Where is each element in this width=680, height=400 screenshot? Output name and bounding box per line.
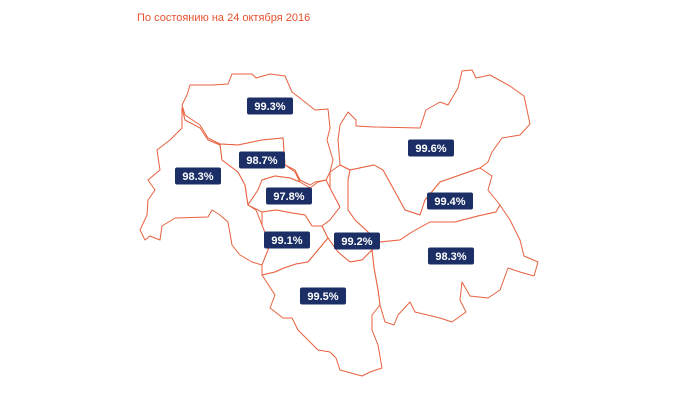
badge-box xyxy=(427,192,473,210)
district-value-label: 97.8% xyxy=(273,191,304,203)
badge-box xyxy=(239,151,285,169)
badge-north: 99.3% xyxy=(247,97,293,115)
badge-center: 97.8% xyxy=(266,187,312,205)
district-value-label: 98.7% xyxy=(246,155,277,167)
district-value-label: 99.6% xyxy=(415,143,446,155)
badge-box xyxy=(266,187,312,205)
district-value-label: 99.3% xyxy=(254,101,285,113)
district-value-label: 99.4% xyxy=(434,196,465,208)
date-caption: По состоянию на 24 октября 2016 xyxy=(137,12,311,24)
district-value-label: 99.5% xyxy=(307,291,338,303)
badge-south-center: 99.1% xyxy=(264,231,310,249)
badge-east-north: 99.6% xyxy=(408,139,454,157)
badge-southeast: 98.3% xyxy=(428,247,474,265)
badge-box xyxy=(247,97,293,115)
badge-east-mid: 99.4% xyxy=(427,192,473,210)
district-value-label: 99.2% xyxy=(341,236,372,248)
badge-box xyxy=(408,139,454,157)
badge-box xyxy=(175,167,221,185)
badge-box xyxy=(300,287,346,305)
badge-west: 98.3% xyxy=(175,167,221,185)
badge-box xyxy=(264,231,310,249)
district-value-label: 98.3% xyxy=(435,251,466,263)
district-value-label: 99.1% xyxy=(271,235,302,247)
district-south[interactable] xyxy=(261,237,383,377)
district-southeast[interactable] xyxy=(371,204,539,326)
badge-center-east: 99.2% xyxy=(334,232,380,250)
badge-box xyxy=(428,247,474,265)
badge-south: 99.5% xyxy=(300,287,346,305)
badge-box xyxy=(334,232,380,250)
badge-center-north: 98.7% xyxy=(239,151,285,169)
district-value-label: 98.3% xyxy=(182,171,213,183)
